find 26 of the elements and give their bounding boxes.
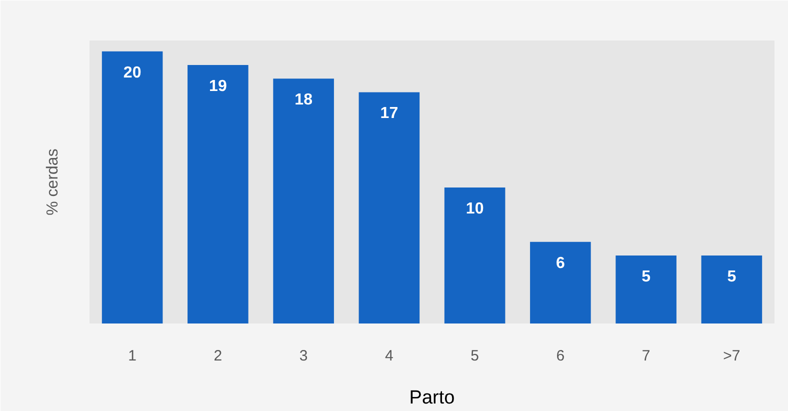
- x-tick-label: 2: [214, 348, 222, 364]
- data-label: 5: [727, 268, 736, 286]
- data-label: 5: [642, 268, 651, 286]
- bar: [188, 64, 248, 324]
- bar: [444, 187, 506, 324]
- data-label: 10: [466, 200, 484, 218]
- x-tick-label: 1: [128, 348, 136, 364]
- bar: [616, 255, 676, 324]
- data-label: 6: [556, 254, 565, 272]
- x-tick-label: 3: [299, 348, 308, 364]
- data-label: 19: [209, 78, 227, 95]
- bar: [530, 242, 591, 324]
- bar: [358, 92, 420, 324]
- bar: [701, 255, 762, 324]
- y-axis-title: % cerdas: [44, 148, 62, 216]
- x-tick-label: 7: [642, 348, 650, 364]
- data-label: 17: [380, 105, 398, 122]
- data-label: 20: [123, 64, 142, 82]
- data-label: 18: [294, 92, 313, 109]
- bar: [102, 51, 163, 324]
- x-tick-label: 4: [385, 348, 394, 364]
- x-tick-label: 6: [556, 348, 565, 364]
- x-tick-label: >7: [723, 348, 740, 364]
- x-tick-label: 5: [470, 348, 479, 364]
- bar: [273, 78, 334, 324]
- x-axis-title: Parto: [409, 388, 455, 408]
